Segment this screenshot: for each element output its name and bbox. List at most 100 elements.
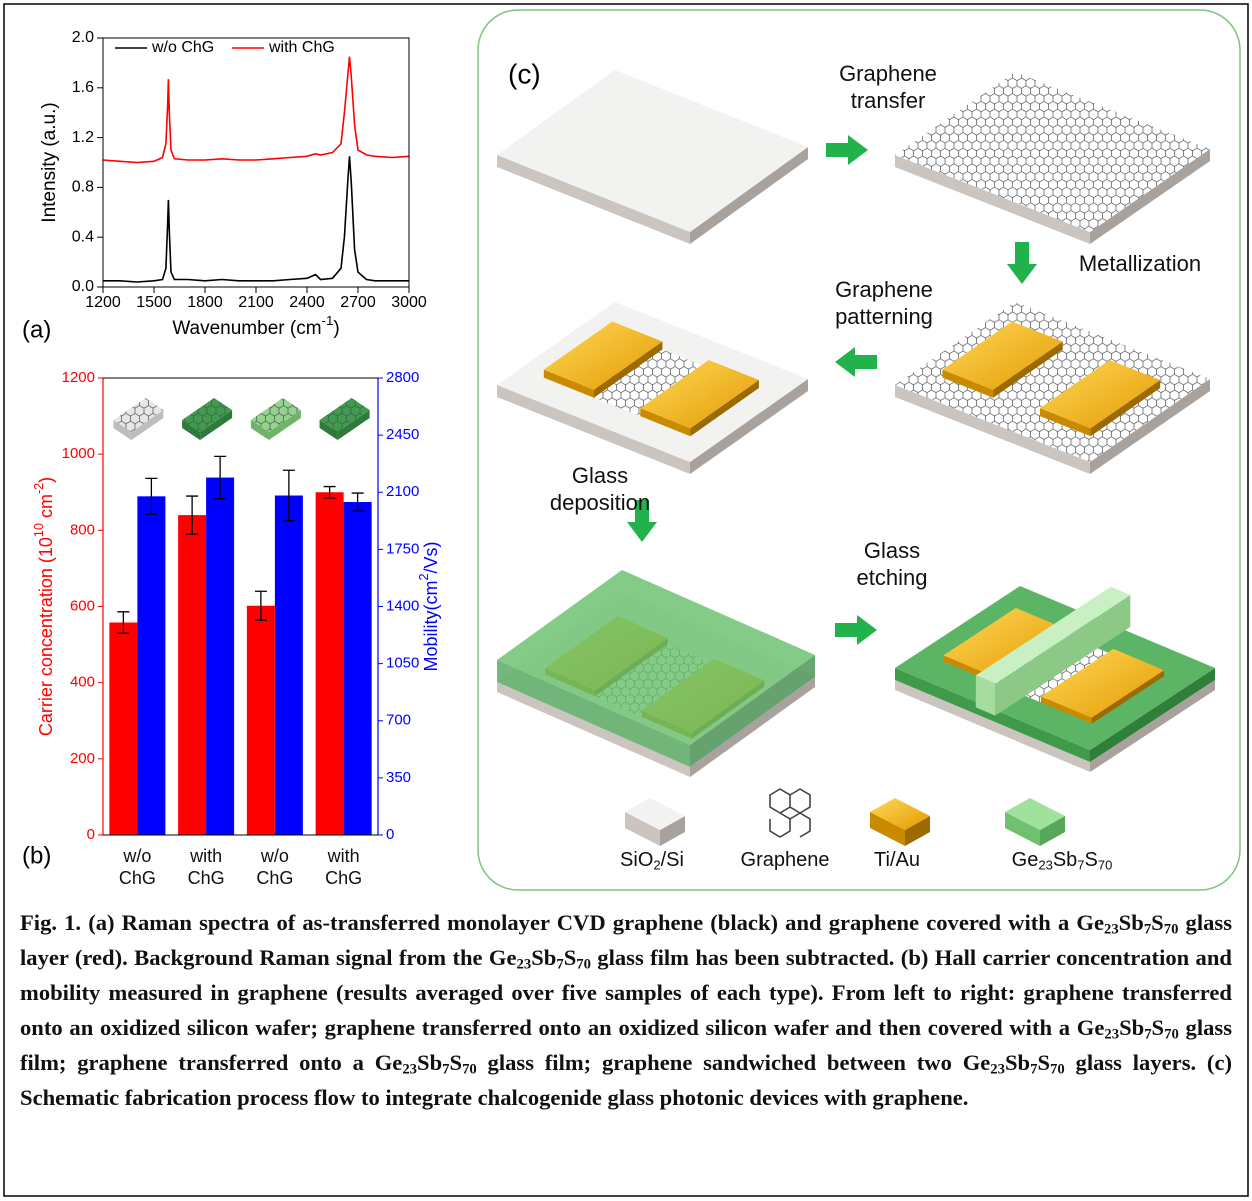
slab-side — [905, 816, 930, 846]
y2-axis-label: Mobility(cm2/Vs) — [417, 541, 440, 671]
slab-side — [543, 369, 594, 398]
slab-side — [895, 155, 1090, 244]
error-bar — [254, 590, 267, 621]
legend-label: Ti/Au — [817, 848, 977, 872]
y2-tick-label: 0 — [386, 826, 394, 843]
step-label: Graphene transfer — [839, 61, 937, 113]
slab-top — [497, 70, 808, 232]
text-run: 23 — [516, 956, 532, 973]
text-run: Graphene — [740, 849, 830, 871]
y2-tick-label: 1050 — [386, 655, 419, 672]
text-run: Ti/Au — [874, 849, 920, 871]
slab-top — [943, 607, 1067, 677]
y-tick-label: 400 — [70, 674, 95, 691]
process-arrow — [1007, 242, 1037, 284]
slab-side — [690, 147, 808, 244]
slab-side — [268, 410, 301, 440]
text-run: 23 — [1103, 921, 1119, 938]
text-run: ) — [333, 318, 339, 339]
slab-side — [319, 420, 338, 440]
text-run: 70 — [576, 956, 591, 973]
slab-side — [1090, 668, 1215, 762]
slab-side — [113, 420, 132, 440]
slab-side — [1090, 680, 1215, 772]
text-run: S — [563, 945, 577, 970]
slab-top — [1005, 798, 1065, 830]
slab-side — [690, 379, 808, 474]
slab-side — [200, 410, 233, 440]
text-run: 70 — [1050, 1061, 1065, 1078]
y2-tick-label: 2100 — [386, 483, 419, 500]
step-label: Metallization — [1078, 251, 1202, 276]
y-axis-label: Intensity (a.u.) — [39, 102, 60, 222]
slab-top — [870, 798, 930, 830]
slab-side — [497, 682, 690, 777]
text-run: Wavenumber (cm — [172, 318, 321, 339]
text-run: 70 — [462, 1061, 477, 1078]
plot-frame — [102, 37, 410, 288]
slab-side — [1090, 379, 1210, 474]
text-run: glass film; graphene sandwiched between … — [476, 1050, 991, 1075]
text-run: 23 — [990, 1061, 1005, 1078]
bar — [206, 477, 235, 835]
graphene — [895, 302, 1210, 462]
text-run: glass film; graphene transferred onto a … — [20, 1015, 1232, 1075]
text-run: Sb — [1118, 910, 1144, 935]
text-run: 10 — [32, 523, 46, 537]
slab-top — [1040, 648, 1165, 718]
process-arrow — [627, 500, 657, 542]
slab-side — [131, 410, 164, 440]
text-run: 7 — [1030, 1061, 1038, 1078]
y-tick-label: 800 — [70, 521, 95, 538]
y-tick-label: 1000 — [62, 445, 95, 462]
bar — [109, 622, 138, 835]
text-run: -1 — [322, 313, 334, 328]
text-run: Sb — [1004, 1050, 1031, 1075]
slab-side — [1040, 696, 1092, 724]
slab-side — [690, 677, 815, 777]
y2-tick-label: 1750 — [386, 540, 419, 557]
slab-side — [1040, 816, 1065, 846]
slab-side — [250, 420, 269, 440]
text-run: Fig. 1. (a) Raman spectra of as-transfer… — [20, 910, 1104, 935]
slab-side — [895, 385, 1090, 474]
slab-side — [497, 155, 690, 244]
slab-side — [1091, 670, 1165, 724]
text-run: Sb — [531, 945, 557, 970]
text-run: glass layer (red). Background Raman sign… — [20, 910, 1232, 970]
line-series — [102, 56, 410, 164]
error-bar — [145, 477, 158, 515]
text-run: /Si — [660, 849, 684, 871]
slab-side — [895, 680, 1090, 772]
slab-side — [593, 341, 663, 398]
line-series — [103, 156, 409, 283]
slab-top — [543, 321, 663, 390]
slab-side — [625, 812, 660, 846]
y2-tick-label: 2800 — [386, 369, 419, 386]
slab-top — [625, 798, 685, 830]
bar — [343, 502, 372, 835]
bar — [137, 496, 166, 835]
text-run: 23 — [1104, 1026, 1120, 1043]
text-run: 70 — [1163, 921, 1179, 938]
slab-side — [1090, 380, 1161, 437]
slab-side — [1039, 408, 1091, 437]
y2-tick-label: 700 — [386, 712, 411, 729]
slab-side — [497, 385, 690, 474]
figure-border — [3, 3, 1249, 1197]
text-run: 7 — [1077, 857, 1085, 873]
slab-side — [690, 380, 759, 437]
slab-top — [1039, 360, 1161, 429]
slab-side — [182, 420, 201, 440]
text-run: /Vs) — [421, 541, 441, 573]
text-run: 70 — [1164, 1026, 1179, 1043]
graphene-icon — [769, 788, 811, 838]
process-arrow — [835, 615, 877, 645]
text-run: glass layers. (c) Schematic fabrication … — [20, 1050, 1232, 1110]
error-bar — [117, 611, 130, 634]
text-run: SiO — [620, 849, 654, 871]
graphene — [319, 398, 370, 432]
bar — [315, 492, 344, 835]
text-run: cm — [36, 494, 56, 523]
